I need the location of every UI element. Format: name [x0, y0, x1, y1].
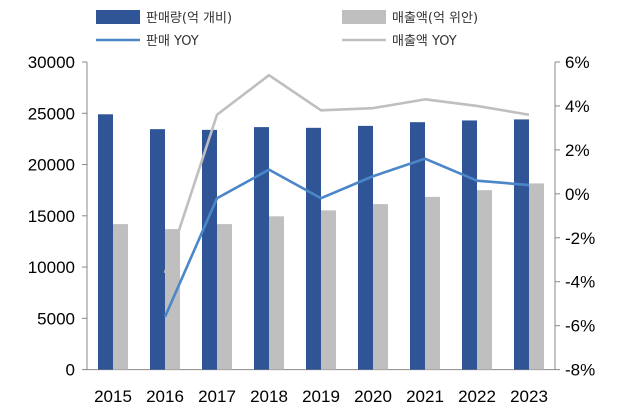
- bar-sales-volume: [358, 125, 373, 370]
- right-tick-label: 6%: [565, 53, 590, 72]
- line-revenue-yoy: [163, 73, 530, 274]
- right-tick-label: 0%: [565, 185, 590, 204]
- bar-sales-volume: [98, 114, 113, 370]
- left-tick-label: 5000: [37, 309, 75, 328]
- x-tick-label: 2021: [406, 387, 444, 406]
- right-tick-label: 4%: [565, 97, 590, 116]
- x-tick-label: 2017: [198, 387, 236, 406]
- line-sales-yoy: [163, 157, 530, 318]
- x-tick-label: 2019: [302, 387, 340, 406]
- legend-label: 판매량(억 개비): [146, 11, 232, 26]
- x-tick-label: 2023: [510, 387, 548, 406]
- right-tick-label: -8%: [565, 361, 595, 380]
- legend-swatch: [342, 10, 386, 24]
- x-tick-label: 2020: [354, 387, 392, 406]
- bar-revenue: [217, 224, 232, 370]
- right-tick-label: -2%: [565, 229, 595, 248]
- x-tick-label: 2022: [458, 387, 496, 406]
- bar-sales-volume: [410, 122, 425, 370]
- legend-label: 매출액(억 위안): [392, 11, 478, 26]
- left-tick-label: 15000: [28, 207, 75, 226]
- left-tick-label: 30000: [28, 53, 75, 72]
- x-tick-label: 2018: [250, 387, 288, 406]
- left-tick-label: 20000: [28, 156, 75, 175]
- bar-revenue: [269, 216, 284, 370]
- right-tick-label: 2%: [565, 141, 590, 160]
- left-tick-label: 0: [66, 361, 75, 380]
- bar-sales-volume: [254, 127, 269, 370]
- bar-sales-volume: [150, 129, 165, 370]
- bar-sales-volume: [202, 129, 217, 370]
- bar-sales-volume: [306, 127, 321, 370]
- right-tick-label: -4%: [565, 273, 595, 292]
- legend-label: 판매 YOY: [146, 34, 199, 49]
- bar-revenue: [477, 190, 492, 370]
- bar-revenue: [321, 210, 336, 370]
- legend-swatch: [96, 10, 140, 24]
- bar-sales-volume: [462, 120, 477, 370]
- x-tick-label: 2016: [146, 387, 184, 406]
- bar-revenue: [113, 224, 128, 370]
- bar-revenue: [373, 204, 388, 370]
- bar-sales-volume: [514, 119, 529, 370]
- legend-label: 매출액 YOY: [392, 34, 457, 49]
- x-tick-label: 2015: [94, 387, 132, 406]
- right-tick-label: -6%: [565, 317, 595, 336]
- bar-revenue: [529, 183, 544, 370]
- left-tick-label: 25000: [28, 104, 75, 123]
- left-tick-label: 10000: [28, 258, 75, 277]
- bar-revenue: [425, 196, 440, 370]
